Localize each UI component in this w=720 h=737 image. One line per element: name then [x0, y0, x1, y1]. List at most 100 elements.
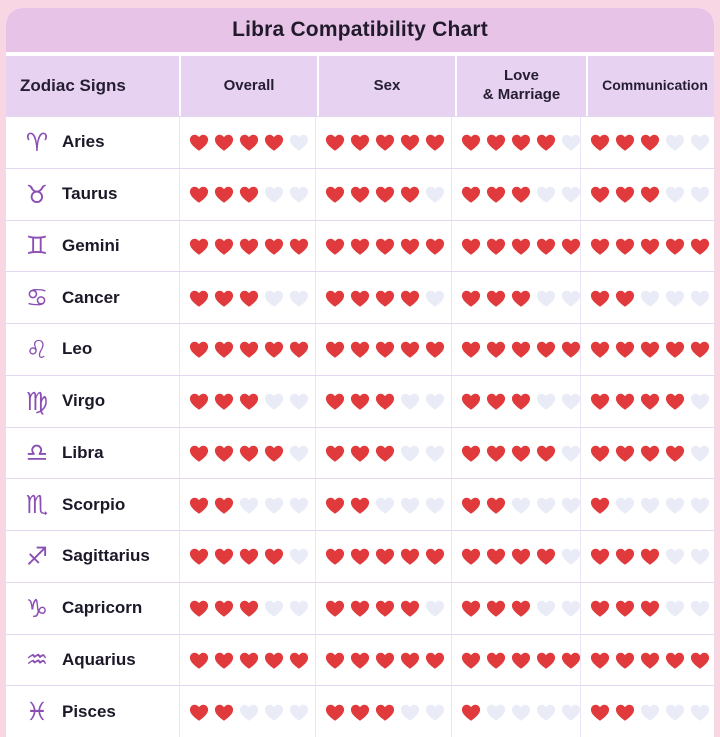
heart-filled-icon	[214, 135, 234, 152]
heart-empty-icon	[536, 600, 556, 617]
heart-empty-icon	[665, 549, 685, 566]
heart-filled-icon	[214, 652, 234, 669]
heart-filled-icon	[615, 342, 635, 359]
heart-filled-icon	[640, 549, 660, 566]
rating-overall	[179, 531, 315, 582]
heart-filled-icon	[486, 290, 506, 307]
heart-filled-icon	[239, 238, 259, 255]
heart-filled-icon	[640, 186, 660, 203]
zodiac-sign-label: Pisces	[62, 701, 116, 721]
heart-filled-icon	[375, 704, 395, 721]
heart-filled-icon	[590, 549, 610, 566]
rating-sex	[315, 324, 451, 375]
aries-zodiac-icon: ♈	[25, 127, 49, 157]
heart-empty-icon	[690, 290, 710, 307]
heart-filled-icon	[239, 549, 259, 566]
rating-communication	[580, 324, 714, 375]
heart-filled-icon	[511, 342, 531, 359]
zodiac-sign-cell: ♓ Pisces	[6, 686, 179, 737]
rating-communication	[580, 686, 714, 737]
heart-filled-icon	[325, 600, 345, 617]
heart-filled-icon	[511, 290, 531, 307]
rating-love-marriage	[451, 427, 580, 479]
rating-love-marriage	[451, 324, 580, 375]
rating-love-marriage	[451, 220, 580, 272]
heart-filled-icon	[400, 652, 420, 669]
heart-empty-icon	[690, 549, 710, 566]
heart-filled-icon	[189, 549, 209, 566]
rating-overall	[179, 686, 315, 737]
heart-filled-icon	[400, 600, 420, 617]
heart-filled-icon	[325, 445, 345, 462]
heart-filled-icon	[350, 393, 370, 410]
rating-love-marriage	[451, 686, 580, 737]
table-row: ♎ Libra	[6, 426, 714, 479]
heart-filled-icon	[350, 652, 370, 669]
zodiac-sign-label: Aries	[62, 132, 105, 152]
table-row: ♉ Taurus	[6, 167, 714, 220]
heart-filled-icon	[189, 652, 209, 669]
heart-filled-icon	[461, 342, 481, 359]
heart-filled-icon	[590, 445, 610, 462]
heart-filled-icon	[590, 704, 610, 721]
heart-filled-icon	[690, 652, 710, 669]
heart-filled-icon	[461, 497, 481, 514]
table-row: ♋ Cancer	[6, 271, 714, 323]
heart-empty-icon	[561, 186, 580, 203]
heart-empty-icon	[289, 445, 309, 462]
table-row: ♒ Aquarius	[6, 633, 714, 686]
heart-filled-icon	[461, 238, 481, 255]
heart-empty-icon	[536, 290, 556, 307]
heart-filled-icon	[325, 135, 345, 152]
heart-filled-icon	[511, 652, 531, 669]
zodiac-sign-label: Virgo	[62, 391, 106, 411]
pisces-zodiac-icon: ♓	[25, 697, 49, 727]
heart-filled-icon	[640, 393, 660, 410]
heart-empty-icon	[640, 290, 660, 307]
heart-empty-icon	[511, 704, 531, 721]
aquarius-zodiac-icon: ♒	[25, 645, 49, 675]
heart-empty-icon	[425, 445, 445, 462]
scorpio-zodiac-icon: ♏	[25, 490, 49, 520]
heart-empty-icon	[400, 704, 420, 721]
rating-sex	[315, 634, 451, 686]
table-row: ♑ Capricorn	[6, 581, 714, 634]
cancer-zodiac-icon: ♋	[25, 283, 49, 313]
rating-sex	[315, 375, 451, 427]
rating-communication	[580, 582, 714, 634]
heart-empty-icon	[239, 704, 259, 721]
heart-filled-icon	[189, 497, 209, 514]
heart-filled-icon	[350, 549, 370, 566]
rating-love-marriage	[451, 634, 580, 686]
rating-sex	[315, 427, 451, 479]
heart-empty-icon	[690, 393, 710, 410]
rating-communication	[580, 375, 714, 427]
table-row: ♓ Pisces	[6, 685, 714, 737]
heart-filled-icon	[350, 600, 370, 617]
heart-filled-icon	[214, 342, 234, 359]
rating-overall	[179, 427, 315, 479]
heart-filled-icon	[590, 186, 610, 203]
rating-communication	[580, 220, 714, 272]
sagittarius-zodiac-icon: ♐	[25, 541, 49, 571]
gemini-zodiac-icon: ♊	[25, 231, 49, 261]
heart-filled-icon	[239, 186, 259, 203]
heart-filled-icon	[486, 652, 506, 669]
rating-love-marriage	[451, 479, 580, 530]
heart-filled-icon	[615, 600, 635, 617]
heart-filled-icon	[400, 342, 420, 359]
heart-filled-icon	[289, 342, 309, 359]
heart-filled-icon	[640, 652, 660, 669]
heart-filled-icon	[615, 704, 635, 721]
heart-empty-icon	[400, 393, 420, 410]
header-overall: Overall	[181, 56, 317, 116]
heart-filled-icon	[640, 238, 660, 255]
rating-sex	[315, 686, 451, 737]
zodiac-sign-cell: ♉ Taurus	[6, 169, 179, 220]
heart-filled-icon	[264, 652, 284, 669]
heart-filled-icon	[214, 549, 234, 566]
heart-filled-icon	[189, 393, 209, 410]
heart-filled-icon	[214, 393, 234, 410]
heart-empty-icon	[640, 497, 660, 514]
heart-filled-icon	[350, 704, 370, 721]
